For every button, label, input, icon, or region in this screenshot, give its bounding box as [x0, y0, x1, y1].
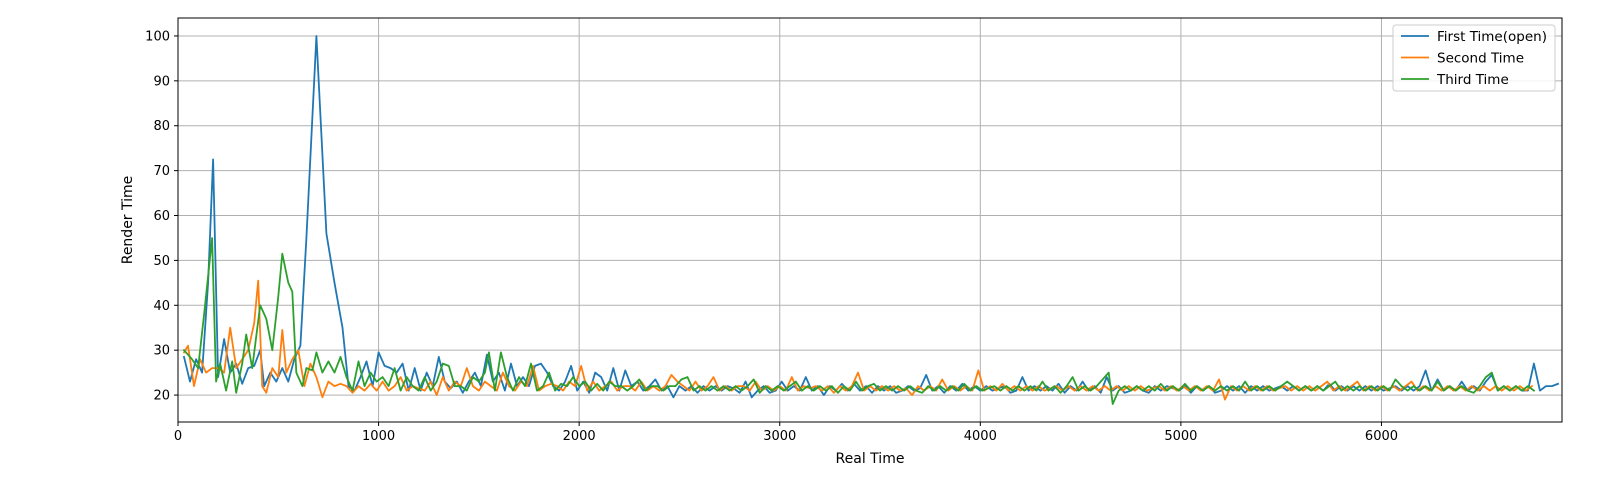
x-tick-label: 0	[174, 429, 182, 444]
y-tick-label: 100	[145, 29, 170, 44]
x-tick-label: 6000	[1365, 429, 1398, 444]
x-tick-label: 4000	[964, 429, 997, 444]
plot-area	[178, 18, 1562, 422]
y-tick-label: 20	[153, 389, 170, 404]
y-tick-label: 70	[153, 164, 170, 179]
y-tick-label: 90	[153, 74, 170, 89]
legend-label-2: Second Time	[1437, 51, 1524, 67]
series-lines	[182, 35, 1560, 405]
y-tick-label: 80	[153, 119, 170, 134]
legend-label-1: First Time(open)	[1437, 29, 1547, 45]
legend-label-3: Third Time	[1436, 72, 1509, 88]
legend-box	[1392, 24, 1556, 92]
legend: First Time(open) Second Time Third Time	[1392, 24, 1556, 92]
x-tick-label: 3000	[763, 429, 796, 444]
y-tick-label: 40	[153, 299, 170, 314]
y-tick-label: 50	[153, 254, 170, 269]
grid	[177, 18, 1562, 422]
axis-ticks: 0 1000 2000 3000 4000 5000 6000 20 30 40 50 60 70 80 9…	[145, 29, 1398, 444]
y-axis-title: Render Time	[120, 176, 136, 265]
plot-frame	[177, 17, 1563, 423]
y-tick-label: 30	[153, 344, 170, 359]
y-tick-label: 60	[153, 209, 170, 224]
x-tick-label: 1000	[362, 429, 395, 444]
series-line-3	[182, 237, 1536, 405]
x-tick-label: 5000	[1164, 429, 1197, 444]
x-axis-title: Real Time	[836, 451, 905, 467]
x-tick-label: 2000	[563, 429, 596, 444]
